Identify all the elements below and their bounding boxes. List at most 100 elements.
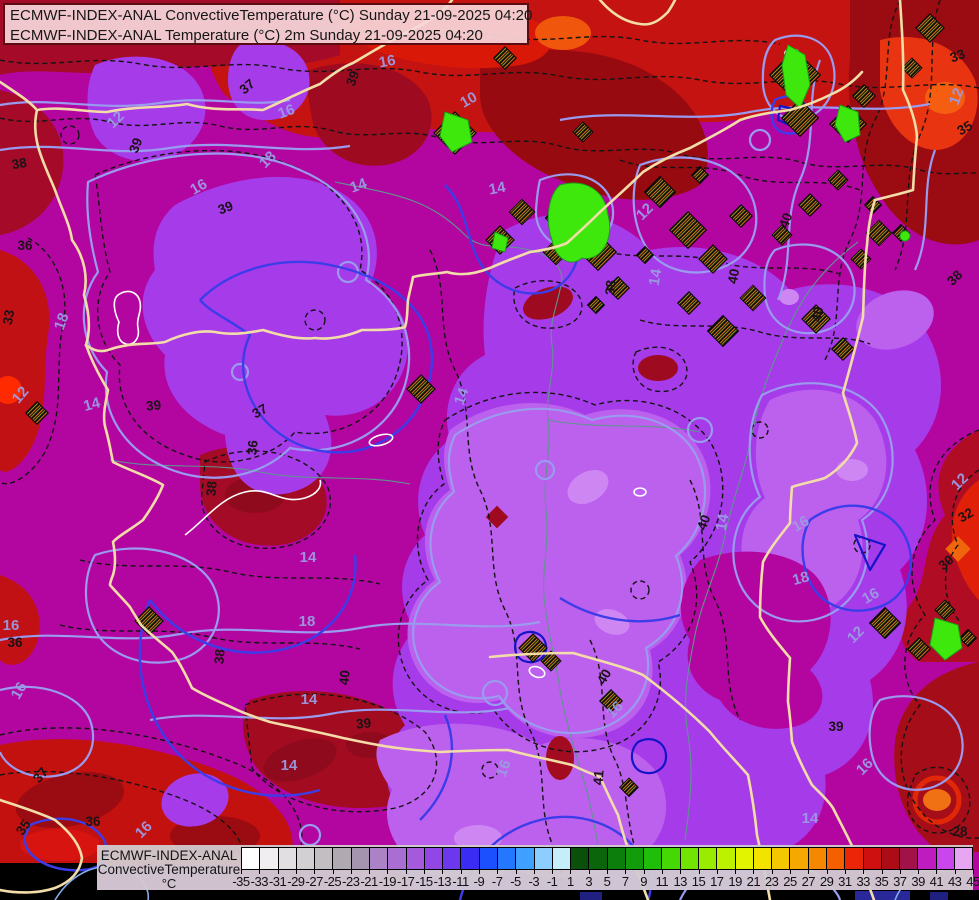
contour-label: 36 <box>7 635 23 650</box>
colorbar-tick-label: 39 <box>911 874 925 889</box>
colorbar-tick-label: 41 <box>929 874 944 889</box>
contour-label: 37 <box>30 765 51 786</box>
colorbar-tick-label: 13 <box>673 874 687 889</box>
colorbar-cell <box>808 848 827 869</box>
colorbar-cell <box>772 848 791 869</box>
colorbar-cell <box>406 848 425 869</box>
colorbar-cell <box>845 848 864 869</box>
colorbar-tickmark <box>790 869 791 874</box>
colorbar-tickmark <box>387 869 389 874</box>
colorbar-tickmark <box>424 869 425 874</box>
contour-label: 39 <box>343 69 362 88</box>
contour-label: 16 <box>378 52 397 72</box>
contour-label: 16 <box>276 101 297 123</box>
colorbar-tickmark <box>295 869 297 874</box>
legend-labels: ECMWF-INDEX-ANAL ConvectiveTemperature °… <box>97 845 241 890</box>
colorbar-cell <box>625 848 645 869</box>
contour-label: 18 <box>299 613 316 630</box>
contour-label: 39 <box>355 715 371 731</box>
colorbar-tickmark <box>625 869 627 874</box>
contour-label: 18 <box>791 568 812 589</box>
contour-label: 14 <box>488 179 508 199</box>
colorbar-tickmark <box>515 869 517 874</box>
colorbar-tickmark <box>588 869 590 874</box>
contour-label: 40 <box>594 666 615 687</box>
colorbar-tickmarks <box>241 869 974 874</box>
colorbar-tick-label: 15 <box>691 874 706 889</box>
colorbar-cell <box>753 848 773 869</box>
colorbar-tick-label: -1 <box>546 874 558 889</box>
colorbar-tick-label: -35 <box>232 874 250 889</box>
colorbar-tickmark <box>405 869 407 874</box>
colorbar-cell <box>699 848 718 869</box>
colorbar-ticks: -35 -33 -31 -29 -27 -25 -23 -21 -19 -17 -15 -13 -11-… <box>232 874 979 889</box>
colorbar-tick-label: 25 <box>783 874 797 889</box>
contour-label: 14 <box>451 385 473 407</box>
contour-label: 38 <box>203 480 219 497</box>
colorbar-tick-label: -9 <box>473 874 485 889</box>
contour-label: 39 <box>145 397 161 413</box>
contour-label: 36 <box>244 439 260 456</box>
title-line-convective: ECMWF-INDEX-ANAL ConvectiveTemperature (… <box>10 7 533 24</box>
contour-label: 14 <box>713 512 733 532</box>
colorbar-tick-label: 27 <box>801 874 816 889</box>
colorbar-tick-label: -23 <box>342 874 360 889</box>
colorbar-cell <box>369 848 389 869</box>
legend-parameter-name: ConvectiveTemperature <box>97 862 241 877</box>
contour-label: 40 <box>776 211 795 230</box>
contour-label: 40 <box>336 669 352 685</box>
legend-model-name: ECMWF-INDEX-ANAL <box>100 848 238 863</box>
colorbar-cell <box>717 848 736 869</box>
contour-label: 39 <box>216 198 235 217</box>
colorbar-tick-label: 29 <box>819 874 834 889</box>
colorbar-tick-label: 11 <box>655 874 669 889</box>
colorbar-tickmark <box>241 869 242 874</box>
colorbar-cell <box>516 848 535 869</box>
colorbar-tickmark <box>369 869 371 874</box>
colorbar-tickmark <box>826 869 828 874</box>
colorbar-tick-label: -17 <box>397 874 415 889</box>
colorbar-tick-label: 31 <box>838 874 852 889</box>
contour-label: 33 <box>0 308 17 326</box>
colorbar-tickmark <box>954 869 956 874</box>
colorbar-tick-label: -19 <box>378 874 397 889</box>
colorbar-cell <box>607 848 626 869</box>
title-line-temperature: ECMWF-INDEX-ANAL Temperature (°C) 2m Sun… <box>10 27 483 44</box>
contour-label: 40 <box>725 268 742 285</box>
colorbar-cell <box>497 848 517 869</box>
contour-label: 14 <box>300 549 317 566</box>
contour-label: 16 <box>859 585 882 608</box>
colorbar-tickmark <box>808 869 810 874</box>
colorbar-tick-label: 7 <box>621 874 629 889</box>
colorbar-cell <box>424 848 444 869</box>
contour-label: 14 <box>82 394 103 415</box>
contour-label: 14 <box>802 810 819 827</box>
contour-label: 16 <box>789 513 812 536</box>
colorbar-tick-label: 45 <box>966 874 979 889</box>
contour-label: 14 <box>301 691 318 708</box>
contour-label: 14 <box>281 757 298 774</box>
colorbar-tickmark <box>277 869 279 874</box>
colorbar-tickmark <box>442 869 444 874</box>
colorbar-cell <box>790 848 809 869</box>
colorbar-tickmark <box>899 869 901 874</box>
colorbar-tickmark <box>552 869 554 874</box>
colorbar-cell <box>662 848 681 869</box>
contour-label: 12 <box>946 86 968 107</box>
colorbar-tick-label: -33 <box>250 874 269 889</box>
colorbar-tick-label: -31 <box>268 874 287 889</box>
colorbar-tickmark <box>881 869 883 874</box>
colorbar-cell <box>534 848 553 869</box>
colorbar-tick-label: -29 <box>287 874 305 889</box>
colorbar-cell <box>443 848 462 869</box>
colorbar-cell <box>333 848 352 869</box>
colorbar-cell <box>589 848 608 869</box>
colorbar-cell <box>863 848 882 869</box>
contour-label: 30 <box>936 552 957 573</box>
colorbar-tick-label: 33 <box>856 874 870 889</box>
contour-label: 28 <box>952 824 968 839</box>
colorbar-tickmark <box>661 869 663 874</box>
colorbar-cell <box>900 848 919 869</box>
contour-label: 40 <box>694 513 713 532</box>
